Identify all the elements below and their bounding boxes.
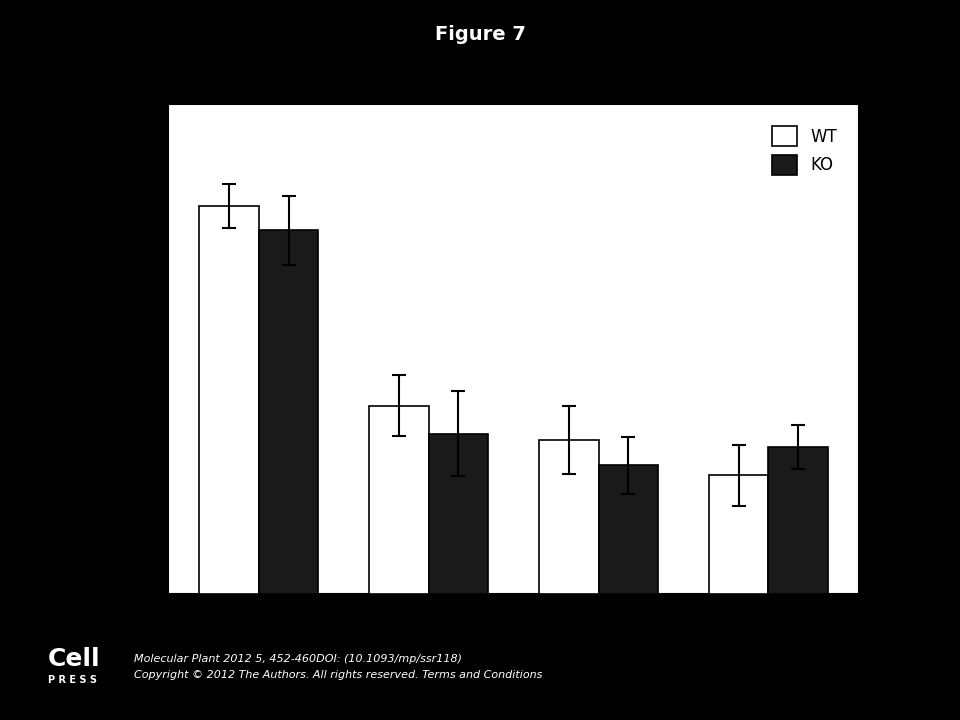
Text: P R E S S: P R E S S [48,675,97,685]
Bar [200,206,259,594]
Text: Figure 7: Figure 7 [435,25,525,44]
Bar [768,447,828,594]
Bar [708,475,768,594]
Text: Molecular Plant 2012 5, 452-460DOI: (10.1093/mp/ssr118): Molecular Plant 2012 5, 452-460DOI: (10.… [134,654,463,664]
Bar [259,230,319,594]
Bar [598,466,658,594]
Legend: WT, KO: WT, KO [759,113,851,189]
Bar [540,440,598,594]
Text: Copyright © 2012 The Authors. All rights reserved. Terms and Conditions: Copyright © 2012 The Authors. All rights… [134,670,542,680]
Text: Cell: Cell [48,647,101,671]
Y-axis label: Stomata aperture  (μm): Stomata aperture (μm) [102,229,120,469]
X-axis label: ABA  (μM): ABA (μM) [463,634,564,652]
Bar [370,405,429,594]
Bar [429,433,488,594]
